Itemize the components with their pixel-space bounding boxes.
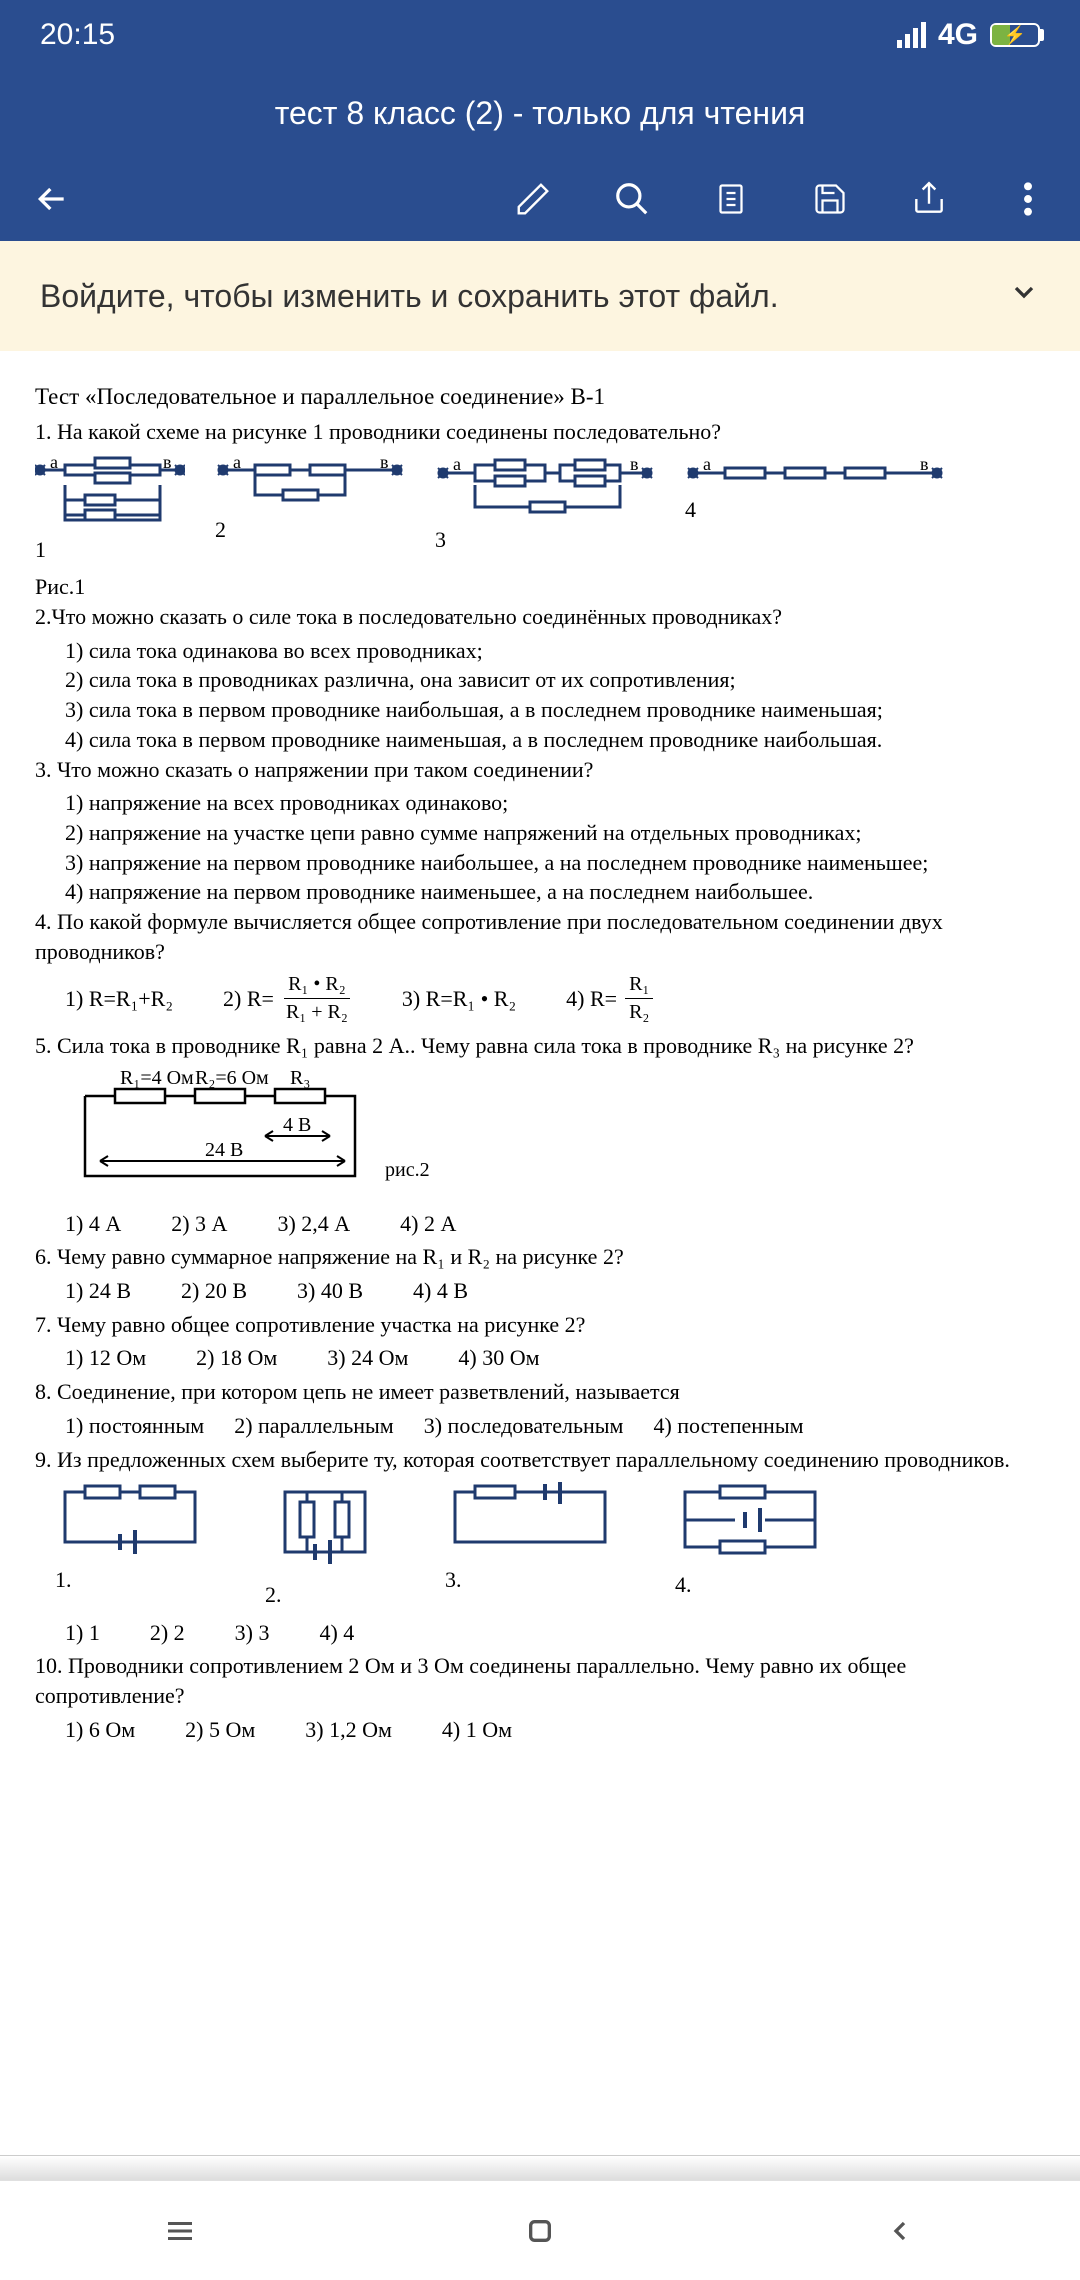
q2a2: 2) сила тока в проводниках различна, она… xyxy=(35,665,1045,695)
q9: 9. Из предложенных схем выберите ту, кот… xyxy=(35,1445,1045,1475)
svg-text:в: в xyxy=(630,455,639,474)
status-bar: 20:15 4G ⚡ xyxy=(0,0,1080,70)
signal-icon xyxy=(897,22,926,48)
q3a3: 3) напряжение на первом проводнике наибо… xyxy=(35,848,1045,878)
q2a3: 3) сила тока в первом проводнике наиболь… xyxy=(35,695,1045,725)
q7: 7. Чему равно общее сопротивление участк… xyxy=(35,1310,1045,1340)
search-icon[interactable] xyxy=(610,177,654,221)
svg-text:в: в xyxy=(163,455,172,472)
svg-text:а: а xyxy=(50,455,58,472)
circuit-4-num: 4 xyxy=(685,495,945,525)
q3a2: 2) напряжение на участке цепи равно сумм… xyxy=(35,818,1045,848)
toolbar xyxy=(0,157,1080,241)
signin-banner[interactable]: Войдите, чтобы изменить и сохранить этот… xyxy=(0,241,1080,351)
document-title: тест 8 класс (2) - только для чтения xyxy=(0,95,1080,157)
network-label: 4G xyxy=(938,18,978,52)
q8: 8. Соединение, при котором цепь не имеет… xyxy=(35,1377,1045,1407)
q10: 10. Проводники сопротивлением 2 Ом и 3 О… xyxy=(35,1651,1045,1710)
circuit-3-num: 3 xyxy=(435,525,655,555)
q9-circuits: 1. 2. 3. xyxy=(55,1482,1045,1609)
q5-answers: 1) 4 А 2) 3 А 3) 2,4 А 4) 2 А xyxy=(65,1209,1045,1239)
circuit-2: а в 2 xyxy=(215,455,405,545)
q9-circuit-2: 2. xyxy=(265,1482,385,1609)
q9-circuit-3: 3. xyxy=(445,1482,615,1594)
q3: 3. Что можно сказать о напряжении при та… xyxy=(35,755,1045,785)
banner-text: Войдите, чтобы изменить и сохранить этот… xyxy=(40,278,779,315)
nav-home[interactable] xyxy=(510,2201,570,2261)
q5-circuit: R₁=4 Ом R₂=6 Ом R₃ 4 В 24 В рис.2 xyxy=(65,1066,1045,1204)
fig1-label: Рис.1 xyxy=(35,572,1045,602)
more-icon[interactable] xyxy=(1006,177,1050,221)
q8-answers: 1) постоянным 2) параллельным 3) последо… xyxy=(65,1411,1045,1441)
circuit-2-num: 2 xyxy=(215,515,405,545)
q2a4: 4) сила тока в первом проводнике наимень… xyxy=(35,725,1045,755)
nav-back[interactable] xyxy=(870,2201,930,2261)
q7-answers: 1) 12 Ом 2) 18 Ом 3) 24 Ом 4) 30 Ом xyxy=(65,1343,1045,1373)
svg-text:а: а xyxy=(453,455,461,474)
q4a4: 4) R= R₁R₂ xyxy=(566,971,653,1026)
svg-text:а: а xyxy=(233,455,241,472)
q4: 4. По какой формуле вычисляется общее со… xyxy=(35,907,1045,966)
reading-icon[interactable] xyxy=(709,177,753,221)
q5: 5. Сила тока в проводнике R₁ равна 2 А..… xyxy=(35,1031,1045,1061)
q3a4: 4) напряжение на первом проводнике наиме… xyxy=(35,877,1045,907)
circuit-1: а в 1 xyxy=(35,455,185,565)
back-button[interactable] xyxy=(30,177,74,221)
test-title: Тест «Последовательное и параллельное со… xyxy=(35,381,1045,412)
q1: 1. На какой схеме на рисунке 1 проводник… xyxy=(35,417,1045,447)
circuit-4: а в 4 xyxy=(685,455,945,525)
nav-bar xyxy=(0,2180,1080,2280)
q6-answers: 1) 24 В 2) 20 В 3) 40 В 4) 4 В xyxy=(65,1276,1045,1306)
q9-answers: 1) 1 2) 2 3) 3 4) 4 xyxy=(65,1618,1045,1648)
share-icon[interactable] xyxy=(907,177,951,221)
q9-circuit-1: 1. xyxy=(55,1482,205,1594)
app-header: тест 8 класс (2) - только для чтения xyxy=(0,70,1080,241)
q2: 2.Что можно сказать о силе тока в послед… xyxy=(35,602,1045,632)
q9-circuit-4: 4. xyxy=(675,1482,825,1599)
svg-text:а: а xyxy=(703,455,711,474)
save-icon[interactable] xyxy=(808,177,852,221)
status-right: 4G ⚡ xyxy=(897,18,1040,52)
svg-text:в: в xyxy=(920,455,929,474)
svg-text:в: в xyxy=(380,455,389,472)
q4a3: 3) R=R₁ • R₂ xyxy=(402,984,516,1014)
q4a2: 2) R= R₁ • R₂R₁ + R₂ xyxy=(223,971,352,1026)
q10-answers: 1) 6 Ом 2) 5 Ом 3) 1,2 Ом 4) 1 Ом xyxy=(65,1715,1045,1745)
svg-text:рис.2: рис.2 xyxy=(385,1159,430,1181)
battery-icon: ⚡ xyxy=(990,23,1040,47)
q3a1: 1) напряжение на всех проводниках одинак… xyxy=(35,788,1045,818)
q2a1: 1) сила тока одинакова во всех проводник… xyxy=(35,636,1045,666)
circuit-1-num: 1 xyxy=(35,535,185,565)
svg-text:R₃: R₃ xyxy=(290,1067,310,1089)
circuit-3: а в 3 xyxy=(435,455,655,555)
edit-icon[interactable] xyxy=(511,177,555,221)
svg-text:R₁=4 Ом: R₁=4 Ом xyxy=(120,1067,194,1089)
svg-text:4 В: 4 В xyxy=(283,1114,311,1136)
status-time: 20:15 xyxy=(40,18,115,52)
svg-text:24 В: 24 В xyxy=(205,1139,243,1161)
chevron-down-icon xyxy=(1008,276,1040,316)
q1-circuits: а в 1 а xyxy=(35,455,1045,565)
page-edge xyxy=(0,2155,1080,2180)
svg-text:R₂=6 Ом: R₂=6 Ом xyxy=(195,1067,269,1089)
nav-recents[interactable] xyxy=(150,2201,210,2261)
q4a1: 1) R=R₁+R₂ xyxy=(65,984,173,1014)
q4-formulas: 1) R=R₁+R₂ 2) R= R₁ • R₂R₁ + R₂ 3) R=R₁ … xyxy=(65,971,1045,1026)
q6: 6. Чему равно суммарное напряжение на R₁… xyxy=(35,1242,1045,1272)
document-content[interactable]: Тест «Последовательное и параллельное со… xyxy=(0,351,1080,1778)
